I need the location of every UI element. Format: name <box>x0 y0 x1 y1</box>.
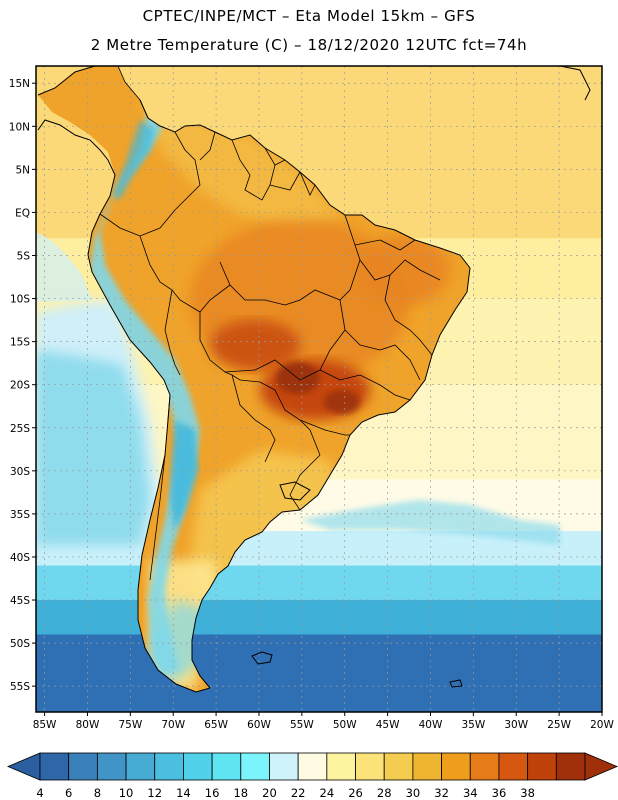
colorbar-swatch <box>68 752 98 781</box>
lat-tick-label: 40S <box>10 552 30 564</box>
lat-tick-label: 20S <box>10 380 30 392</box>
chart-title-line-2: 2 Metre Temperature (C) – 18/12/2020 12U… <box>90 36 528 54</box>
colorbar-swatch <box>39 752 70 781</box>
ocean-band-7 <box>36 600 602 635</box>
chart-title-line-1: CPTEC/INPE/MCT – Eta Model 15km – GFS <box>142 7 476 25</box>
lon-tick-label: 20W <box>590 719 614 731</box>
colorbar-label: 32 <box>434 786 449 800</box>
bolivia-hot-zone <box>210 320 300 370</box>
north-mild-zone <box>140 100 345 230</box>
andes-cool-strip <box>90 100 200 675</box>
colorbar-above-arrow <box>584 752 618 781</box>
lat-tick-label: 25S <box>10 423 30 435</box>
lat-tick-label: 50S <box>10 638 30 650</box>
colorbar-swatch <box>154 752 184 781</box>
lon-tick-label: 55W <box>290 719 314 731</box>
lon-tick-label: 75W <box>118 719 142 731</box>
lat-tick-label: 55S <box>10 681 30 693</box>
lon-tick-label: 25W <box>547 719 571 731</box>
colorbar-label: 4 <box>36 786 43 800</box>
colorbar-swatch <box>96 752 127 781</box>
lat-tick-label: 10S <box>10 294 30 306</box>
colorbar-label: 14 <box>176 786 191 800</box>
colorbar-label: 28 <box>377 786 392 800</box>
axis-ticks: 85W 80W 75W 70W 65W 60W 55W 50W 45W 40W 35W 30W 25W 2… <box>9 78 615 731</box>
ocean-band-8 <box>36 634 602 712</box>
map-frame <box>35 65 603 713</box>
land-temperature-field <box>38 66 470 692</box>
colorbar-swatch <box>412 752 442 781</box>
hot-core-east <box>324 390 360 414</box>
lat-tick-label: 35S <box>10 509 30 521</box>
atlantic-coastal-current <box>300 500 560 545</box>
colorbar-label: 8 <box>94 786 101 800</box>
colorbar-label: 24 <box>320 786 335 800</box>
colorbar-label: 22 <box>291 786 306 800</box>
colorbar-label: 38 <box>520 786 535 800</box>
lat-tick-label: 10N <box>9 121 30 133</box>
colorbar-label: 12 <box>147 786 162 800</box>
colorbar-below-arrow <box>6 752 41 781</box>
lat-tick-label: 5N <box>15 164 30 176</box>
colorbar-swatch <box>441 752 471 781</box>
colorbar-label: 10 <box>119 786 134 800</box>
lat-tick-label: EQ <box>15 207 30 219</box>
colorbar-swatch <box>555 752 586 781</box>
lon-tick-label: 45W <box>376 719 400 731</box>
lat-tick-label: 15S <box>10 337 30 349</box>
northeast-warm-zone <box>360 235 450 305</box>
lon-tick-label: 85W <box>33 719 57 731</box>
colorbar-label: 34 <box>463 786 478 800</box>
lon-tick-label: 70W <box>161 719 185 731</box>
lat-tick-label: 45S <box>10 595 30 607</box>
lon-tick-label: 40W <box>419 719 443 731</box>
colorbar-label: 16 <box>205 786 220 800</box>
lat-tick-label: 30S <box>10 466 30 478</box>
colorbar-swatch <box>355 752 385 781</box>
colorbar-label: 18 <box>233 786 248 800</box>
colombia-andes-cold <box>112 120 155 200</box>
lat-tick-label: 15N <box>9 78 30 90</box>
coastline <box>37 66 591 693</box>
lon-tick-label: 80W <box>76 719 100 731</box>
colorbar-swatch <box>326 752 356 781</box>
country-borders <box>99 66 441 581</box>
lon-tick-label: 35W <box>461 719 485 731</box>
colorbar-swatch <box>383 752 414 781</box>
colorbar-label: 20 <box>262 786 277 800</box>
colorbar-label: 6 <box>65 786 72 800</box>
colorbar-swatch <box>240 752 270 781</box>
colorbar-label: 30 <box>406 786 421 800</box>
colorbar-label: 26 <box>348 786 363 800</box>
lon-tick-label: 50W <box>333 719 357 731</box>
colorbar-swatch <box>269 752 299 781</box>
lon-tick-label: 65W <box>204 719 228 731</box>
colorbar-label: 36 <box>492 786 507 800</box>
ocean-band-6 <box>36 565 602 601</box>
colorbar-swatch <box>125 752 156 781</box>
colorbar-swatch <box>469 752 500 781</box>
colorbar-swatch <box>211 752 242 781</box>
colorbar-swatch <box>527 752 557 781</box>
lon-tick-label: 60W <box>247 719 271 731</box>
pacific-cool-water <box>36 232 160 545</box>
lat-tick-label: 5S <box>17 250 31 262</box>
colorbar-swatch <box>297 752 328 781</box>
colorbar-swatch <box>498 752 529 781</box>
colorbar-swatch <box>183 752 213 781</box>
lon-tick-label: 30W <box>504 719 528 731</box>
temperature-colorbar: 4 6 8 10 12 14 16 18 20 22 24 26 28 30 32 34 36 38 <box>6 752 618 800</box>
andes-cold-core <box>170 420 198 530</box>
